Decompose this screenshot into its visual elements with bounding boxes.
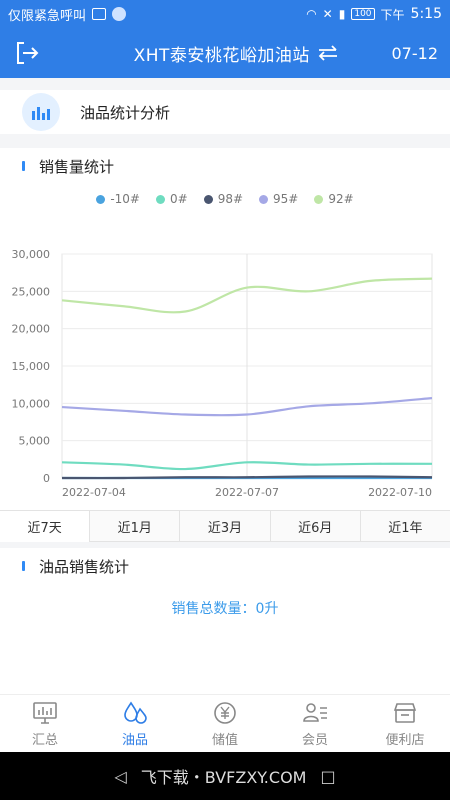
tab-member[interactable]: 会员 — [270, 695, 360, 752]
range-tab[interactable]: 近1月 — [90, 511, 181, 542]
x-tick-label: 2022-07-07 — [215, 486, 279, 499]
android-nav-bar: ◁ 飞下载・BVFZXY.COM □ — [0, 752, 450, 800]
switch-station-icon[interactable] — [316, 43, 340, 63]
total-value: 0升 — [255, 601, 279, 617]
range-tabs: 近7天 近1月 近3月 近6月 近1年 — [0, 510, 450, 542]
monitor-chart-icon — [33, 701, 57, 724]
total-label: 销售总数量： — [171, 601, 256, 617]
sales-volume-panel: 销售量统计 -10# 0# 98# 95# 92# 0 5,000 10,000 15,000… — [0, 148, 450, 540]
legend-item[interactable]: 0# — [155, 192, 188, 206]
oil-sales-heading: 油品销售统计 — [0, 548, 450, 584]
tab-summary[interactable]: 汇总 — [0, 695, 90, 752]
y-tick-label: 20,000 — [12, 323, 51, 336]
series-line — [61, 277, 433, 314]
tab-label: 油品 — [121, 732, 148, 748]
bottom-tab-bar: 汇总 油品 储值 会员 便利店 — [0, 694, 450, 752]
time-prefix: 下午 — [380, 7, 405, 22]
range-tab[interactable]: 近1年 — [360, 511, 450, 542]
sales-volume-heading: 销售量统计 — [0, 148, 450, 184]
bar-chart-icon — [22, 93, 60, 131]
series-line — [61, 397, 433, 417]
range-tab[interactable]: 近6月 — [270, 511, 361, 542]
range-tab[interactable]: 近7天 — [0, 511, 91, 542]
app-header: XHT泰安桃花峪加油站 07-12 — [0, 28, 450, 78]
tab-stored-value[interactable]: 储值 — [180, 695, 270, 752]
oil-drop-icon — [124, 701, 147, 724]
legend-item[interactable]: 95# — [259, 192, 298, 206]
status-text: 仅限紧急呼叫 — [8, 8, 87, 24]
y-tick-label: 15,000 — [12, 360, 51, 373]
legend-item[interactable]: -10# — [96, 192, 140, 206]
tab-label: 便利店 — [385, 732, 425, 748]
legend-label: 0# — [169, 192, 188, 206]
legend-dot — [314, 194, 324, 204]
legend-label: -10# — [110, 192, 140, 206]
total-quantity: 销售总数量：0升 — [0, 598, 450, 618]
sales-volume-title: 销售量统计 — [39, 157, 115, 176]
oil-sales-panel: 油品销售统计 销售总数量：0升 — [0, 548, 450, 694]
wifi-icon: ◠ — [306, 7, 317, 21]
legend-label: 92# — [328, 192, 354, 206]
y-tick-label: 5,000 — [19, 435, 51, 448]
range-tab[interactable]: 近3月 — [180, 511, 271, 542]
tab-label: 汇总 — [31, 732, 58, 748]
section-label: 油品统计分析 — [80, 103, 171, 122]
yen-coin-icon — [214, 701, 236, 724]
legend-label: 95# — [273, 192, 299, 206]
oil-stats-card: 油品统计分析 — [0, 90, 450, 134]
chart-legend: -10# 0# 98# 95# 92# — [0, 192, 450, 206]
station-title: XHT泰安桃花峪加油站 — [133, 45, 310, 66]
header-date[interactable]: 07-12 — [391, 43, 439, 63]
battery-icon: 100 — [351, 8, 375, 20]
member-card-icon — [303, 702, 327, 722]
legend-dot — [155, 194, 165, 204]
tab-oil[interactable]: 油品 — [90, 695, 180, 752]
y-tick-label: 0 — [43, 472, 50, 485]
store-icon — [393, 702, 417, 723]
tab-label: 储值 — [211, 732, 238, 748]
series-line — [61, 461, 433, 471]
legend-dot — [259, 194, 269, 204]
x-tick-label: 2022-07-10 — [368, 486, 432, 499]
app-dot-icon — [112, 7, 127, 21]
status-time: 5:15 — [410, 6, 442, 22]
logout-icon[interactable] — [12, 38, 42, 68]
tab-store[interactable]: 便利店 — [360, 695, 450, 752]
watermark-text: 飞下载・BVFZXY.COM — [140, 768, 307, 787]
legend-dot — [203, 194, 213, 204]
series-line — [61, 475, 433, 480]
sales-line-chart: 0 5,000 10,000 15,000 20,000 25,000 30,000 2022… — [12, 248, 433, 499]
y-tick-label: 25,000 — [12, 285, 51, 298]
status-bar: 仅限紧急呼叫 ◠ ✕ ▮ 100 下午 5:15 — [0, 0, 450, 28]
recents-square-icon[interactable]: □ — [320, 766, 336, 786]
mute-icon: ✕ — [322, 7, 333, 21]
legend-item[interactable]: 92# — [314, 192, 354, 206]
y-tick-label: 30,000 — [12, 248, 51, 261]
tab-label: 会员 — [301, 732, 328, 748]
oil-sales-title: 油品销售统计 — [39, 557, 130, 576]
x-tick-label: 2022-07-04 — [62, 486, 126, 499]
heading-marker — [22, 561, 25, 571]
legend-item[interactable]: 98# — [203, 192, 244, 206]
back-triangle-icon[interactable]: ◁ — [114, 766, 127, 786]
legend-dot — [96, 194, 106, 204]
image-icon — [92, 8, 107, 20]
signal-icon: ▮ — [338, 7, 346, 21]
legend-label: 98# — [217, 192, 244, 206]
heading-marker — [22, 161, 25, 171]
y-tick-label: 10,000 — [12, 397, 51, 410]
